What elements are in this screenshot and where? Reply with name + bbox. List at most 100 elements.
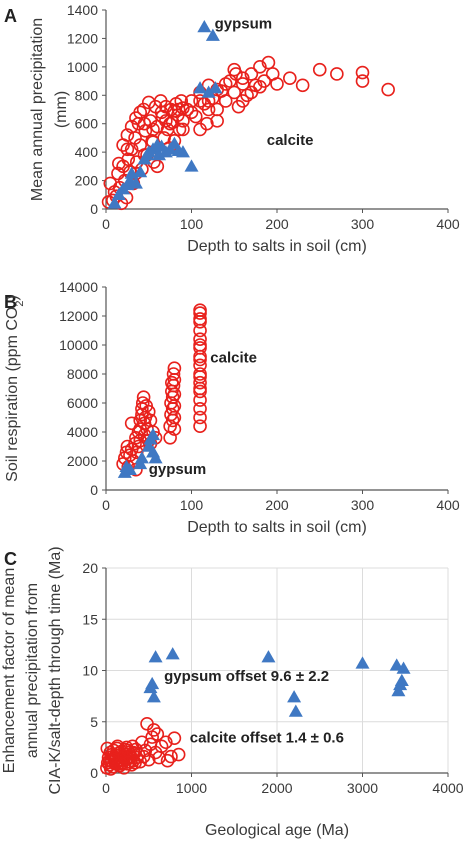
calcite-point — [167, 731, 182, 745]
calcite-point — [381, 82, 395, 97]
gypsum-point — [201, 85, 216, 98]
calcite-point — [133, 105, 147, 120]
calcite-point — [330, 67, 344, 81]
gypsum-point — [355, 656, 370, 669]
calcite-point — [167, 372, 182, 387]
y-tick-label: 0 — [90, 765, 98, 781]
calcite-point — [188, 109, 203, 124]
y-tick-label: 1000 — [67, 59, 98, 75]
y-tick-label: 0 — [90, 482, 98, 498]
x-tick-label: 2000 — [261, 780, 292, 796]
calcite-point — [193, 94, 207, 108]
y-tick-label: 1200 — [67, 30, 98, 46]
panel-C: C 0 1000 2000 3000 4000 0 5 10 15 20 Geological age… — [1, 546, 464, 839]
series-gypsum — [107, 20, 223, 209]
series-calcite — [116, 303, 207, 477]
calcite-point — [160, 753, 175, 768]
panel-letter: A — [4, 6, 17, 26]
calcite-point — [120, 142, 135, 157]
calcite-point — [120, 128, 135, 142]
x-tick-label: 100 — [180, 497, 204, 513]
calcite-point — [236, 94, 250, 108]
x-axis-label: Geological age (Ma) — [205, 822, 349, 839]
gypsum-point — [396, 661, 411, 674]
y-axis-label: Soil respiration (ppm CO2) — [4, 295, 26, 482]
calcite-point — [146, 122, 160, 137]
gypsum-point — [394, 673, 409, 686]
calcite-point — [141, 752, 156, 767]
x-tick-label: 200 — [265, 216, 289, 232]
y-tick-label: 20 — [82, 560, 98, 576]
calcite-point — [193, 312, 207, 326]
x-tick-label: 200 — [265, 497, 289, 513]
x-tick-label: 0 — [102, 216, 110, 232]
calcite-point — [193, 332, 207, 347]
gypsum-point — [197, 20, 212, 33]
annotation-label: calcite offset 1.4 ± 0.6 — [190, 729, 344, 746]
calcite-point — [167, 104, 182, 118]
gypsum-point — [107, 196, 122, 209]
calcite-point — [218, 94, 233, 108]
y-axis-label: Enhancement factor of mean annual precipi… — [1, 546, 64, 794]
annotation-label: gypsum — [149, 461, 207, 478]
series-gypsum — [143, 647, 411, 717]
calcite-point — [193, 122, 207, 137]
calcite-point — [171, 747, 186, 762]
gypsum-point — [134, 451, 149, 464]
calcite-point — [123, 749, 137, 764]
panel-A: A 0 100 200 300 400 0 200 400 600 800 1000 1200 1400 D… — [4, 2, 460, 255]
y-tick-label: 4000 — [67, 424, 98, 440]
y-tick-label: 5 — [90, 714, 98, 730]
y-tick-label: 1400 — [67, 2, 98, 18]
y-tick-label: 0 — [90, 201, 98, 217]
calcite-point — [193, 401, 207, 416]
x-axis-label: Depth to salts in soil (cm) — [187, 519, 367, 536]
x-tick-label: 3000 — [347, 780, 378, 796]
calcite-point — [193, 370, 207, 384]
calcite-point — [176, 101, 190, 115]
annotation-label: calcite — [210, 349, 257, 366]
gypsum-point — [287, 690, 302, 703]
calcite-point — [124, 119, 139, 134]
gypsum-point — [122, 462, 137, 475]
gypsum-point — [288, 704, 303, 717]
gypsum-point — [148, 650, 163, 663]
calcite-point — [355, 65, 370, 80]
y-tick-label: 10 — [82, 663, 98, 679]
calcite-point — [193, 410, 207, 425]
y-tick-label: 400 — [75, 144, 99, 160]
calcite-point — [227, 85, 242, 100]
x-tick-label: 1000 — [176, 780, 207, 796]
x-tick-label: 300 — [351, 497, 375, 513]
series-calcite — [100, 716, 186, 776]
panel-letter: B — [4, 292, 17, 312]
y-tick-label: 600 — [75, 116, 99, 132]
calcite-point — [154, 105, 169, 120]
calcite-point — [193, 352, 207, 367]
calcite-point — [136, 390, 151, 405]
calcite-point — [295, 78, 310, 93]
calcite-point — [227, 62, 242, 77]
calcite-point — [218, 77, 233, 91]
calcite-point — [210, 114, 224, 128]
calcite-point — [201, 102, 216, 117]
calcite-point — [253, 60, 267, 74]
gypsum-point — [146, 427, 161, 441]
x-tick-label: 400 — [436, 216, 460, 232]
calcite-point — [193, 303, 207, 318]
calcite-point — [159, 114, 173, 128]
panel-letter: C — [4, 549, 17, 569]
y-tick-label: 6000 — [67, 395, 98, 411]
calcite-point — [355, 74, 370, 88]
y-tick-label: 2000 — [67, 453, 98, 469]
y-tick-label: 8000 — [67, 366, 98, 382]
x-tick-label: 100 — [180, 216, 204, 232]
calcite-point — [121, 743, 135, 758]
annotation-label: gypsum — [215, 15, 273, 32]
gypsum-point — [148, 451, 163, 464]
x-tick-label: 0 — [102, 497, 110, 513]
calcite-point — [236, 71, 250, 86]
y-tick-label: 14000 — [59, 279, 98, 295]
y-tick-label: 15 — [82, 611, 98, 627]
x-tick-label: 4000 — [432, 780, 463, 796]
